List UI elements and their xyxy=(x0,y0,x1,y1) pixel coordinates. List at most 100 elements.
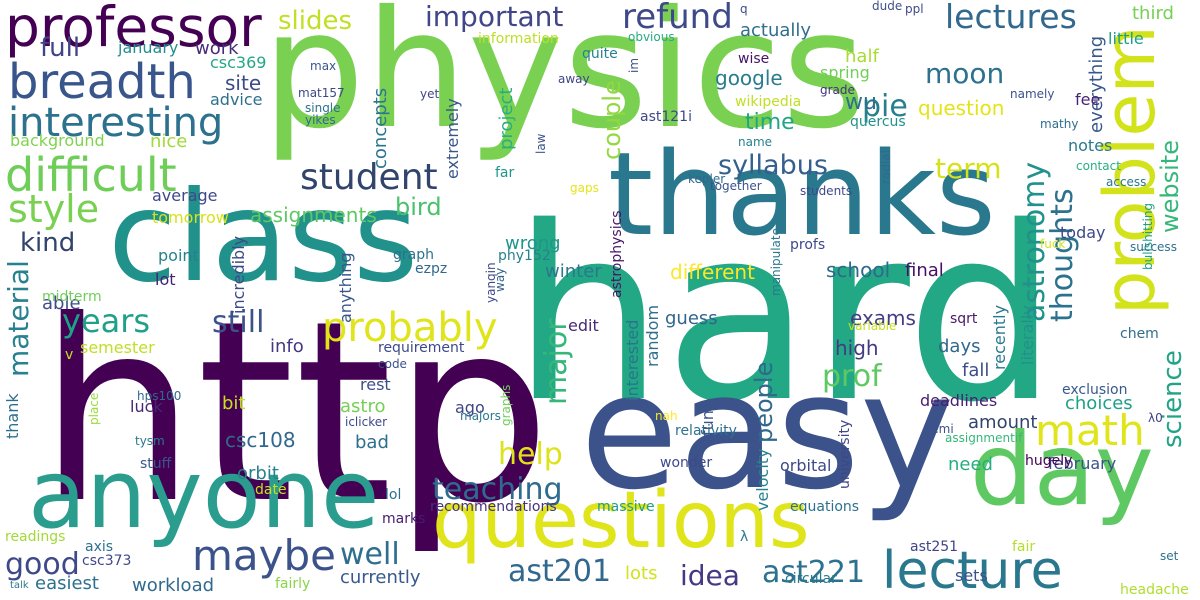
word-advice: advice xyxy=(210,90,263,109)
word-grade: grade xyxy=(820,83,855,97)
word-final: final xyxy=(905,260,944,281)
word-fairly: fairly xyxy=(275,576,311,592)
word-im: im xyxy=(627,58,641,74)
word-questions: questions xyxy=(432,476,810,566)
word-easiest: easiest xyxy=(35,573,99,594)
word-point: point xyxy=(158,246,199,265)
word-hps100: hps100 xyxy=(137,389,182,403)
word-spring: spring xyxy=(820,63,870,82)
word-incredibly: incredibly xyxy=(229,236,248,315)
word-high: high xyxy=(835,336,879,360)
word-single: single xyxy=(305,101,341,115)
word-science: science xyxy=(1158,350,1188,448)
word-background: background xyxy=(10,131,105,150)
word-help: help xyxy=(498,437,563,472)
word-marks: marks xyxy=(382,511,426,527)
word-assignmentif: assignmentif xyxy=(945,431,1023,445)
word-full: full xyxy=(40,33,81,63)
word-radial: radial xyxy=(879,150,893,184)
word-csc373: csc373 xyxy=(82,553,132,569)
word-graph: graph xyxy=(393,247,434,263)
word-talk: talk xyxy=(10,580,29,591)
word-refund: refund xyxy=(622,0,733,37)
word-lectures: lectures xyxy=(945,0,1077,36)
word-ago: ago xyxy=(455,398,485,417)
word-guess: guess xyxy=(665,308,718,329)
word-school: school xyxy=(826,258,891,282)
word-thank: thank xyxy=(3,393,22,439)
word-bird: bird xyxy=(395,193,442,221)
word-random: random xyxy=(643,305,662,368)
word-deadlines: deadlines xyxy=(920,391,998,410)
word-pie: pie xyxy=(862,89,908,124)
word-luck: luck xyxy=(130,397,163,416)
word-winter: winter xyxy=(545,261,602,282)
word-velocity: velocity xyxy=(753,448,772,511)
word-hugely: hugely xyxy=(1025,453,1073,469)
word-orbit: orbit xyxy=(237,463,279,484)
word-wise: wise xyxy=(738,51,770,67)
word-third: third xyxy=(1132,3,1174,24)
word-http: http xyxy=(38,267,552,558)
word-relativity: relativity xyxy=(675,423,737,439)
word-style: style xyxy=(8,187,100,231)
word-orbital: orbital xyxy=(780,456,832,475)
word-ppl: ppl xyxy=(905,2,924,16)
word-equations: equations xyxy=(790,499,860,515)
word-lots: lots xyxy=(625,563,658,584)
word-tysm: tysm xyxy=(135,434,165,448)
word-syllabus: syllabus xyxy=(718,150,828,181)
word-ast201: ast201 xyxy=(508,554,612,589)
word-anything: anything xyxy=(336,252,355,323)
word-slides: slides xyxy=(278,6,353,36)
word-wu: wu xyxy=(845,90,877,115)
word-rest: rest xyxy=(360,375,391,394)
word-hard: hard xyxy=(512,175,1058,455)
word-far: far xyxy=(495,165,515,181)
word-easy: easy xyxy=(580,338,955,525)
word-class: class xyxy=(108,165,419,310)
word-years: years xyxy=(62,302,151,340)
word-semi: semi xyxy=(925,422,954,436)
word-couple: couple xyxy=(598,80,626,160)
word-work: work xyxy=(195,38,239,59)
word-difficult: difficult xyxy=(5,148,177,202)
word-csc108: csc108 xyxy=(225,428,296,452)
word-lambda: λ xyxy=(740,529,749,545)
word-sets: sets xyxy=(955,566,988,585)
word-breadth: breadth xyxy=(8,54,196,110)
word-able: able xyxy=(42,293,81,314)
word-lol: lol xyxy=(385,487,402,503)
word-astro: astro xyxy=(340,396,386,417)
word-thoughts: thoughts xyxy=(1045,188,1080,322)
word-lecture: lecture xyxy=(882,541,1063,600)
word-website: website xyxy=(1156,140,1184,233)
word-place: place xyxy=(87,393,101,426)
word-important: important xyxy=(425,0,564,33)
word-choices: choices xyxy=(1065,393,1133,414)
word-gaps: gaps xyxy=(570,181,599,195)
word-well: well xyxy=(340,537,400,572)
word-physics: physics xyxy=(262,0,867,165)
word-name: name xyxy=(738,135,773,149)
word-bullshitting: bullshitting xyxy=(1141,203,1155,271)
word-interesting: interesting xyxy=(8,100,224,146)
word-people: people xyxy=(750,362,778,444)
word-january: january xyxy=(118,38,179,57)
word-graphs: graphs xyxy=(499,385,513,427)
word-ast221: ast221 xyxy=(762,555,866,590)
word-sqrt: sqrt xyxy=(950,311,978,327)
word-little: little xyxy=(1108,29,1144,48)
word-max: max xyxy=(310,59,337,73)
word-profs: profs xyxy=(790,237,826,253)
word-edit: edit xyxy=(568,316,599,335)
word-recently: recently xyxy=(990,305,1009,371)
word-code: code xyxy=(378,357,407,371)
word-stuff: stuff xyxy=(140,456,172,472)
word-kind: kind xyxy=(20,228,76,258)
word-fuck: fuck xyxy=(1040,237,1066,251)
word-circular: circular xyxy=(785,571,837,587)
word-nice: nice xyxy=(150,131,188,152)
word-tomorrow: tomorrow xyxy=(152,208,229,227)
word-today: today xyxy=(1060,223,1106,242)
